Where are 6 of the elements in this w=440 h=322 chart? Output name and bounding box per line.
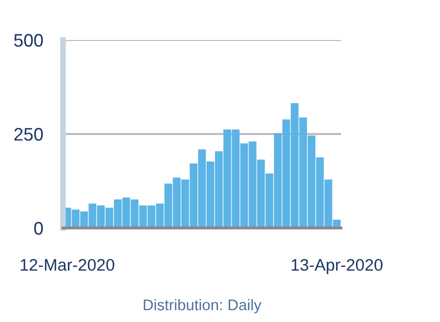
- x-tick-label: 12-Mar-2020: [20, 258, 114, 271]
- x-tick-label: 13-Apr-2020: [292, 258, 382, 274]
- x-axis-title: Distribution: Daily: [144, 299, 262, 314]
- y-tick-label: 250: [14, 128, 43, 141]
- y-tick-label: 500: [14, 34, 43, 47]
- y-tick-label: 0: [34, 222, 43, 235]
